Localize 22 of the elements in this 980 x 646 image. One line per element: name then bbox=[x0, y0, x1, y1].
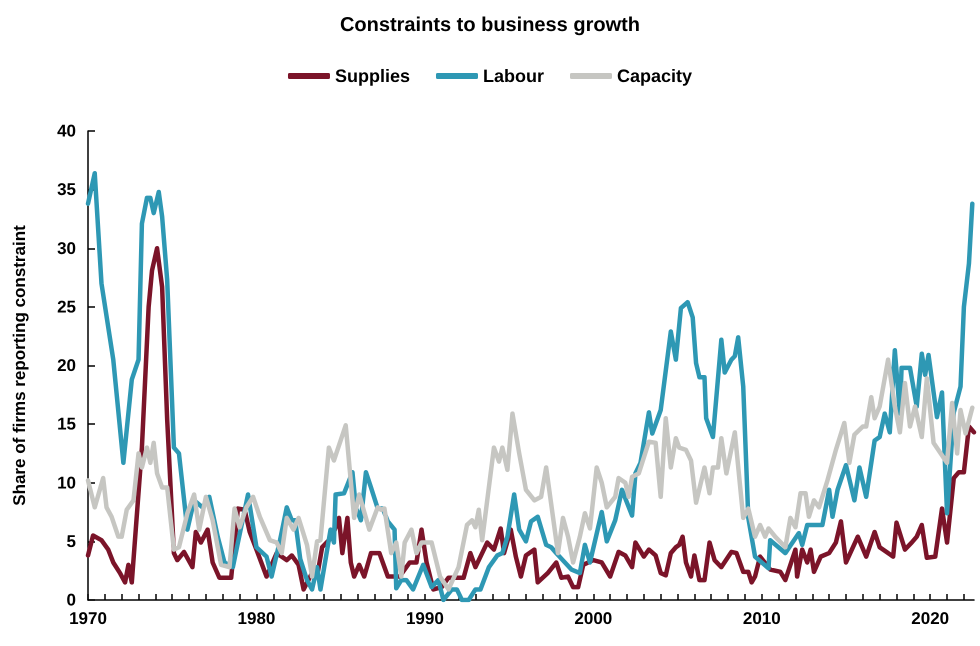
y-tick-label: 30 bbox=[57, 238, 76, 258]
line-series bbox=[86, 357, 975, 592]
line-series bbox=[86, 246, 976, 592]
x-tick-label: 2020 bbox=[911, 609, 950, 628]
y-tick-label: 40 bbox=[57, 122, 76, 140]
legend-label: Labour bbox=[482, 66, 544, 86]
chart-title: Constraints to business growth bbox=[340, 14, 640, 36]
legend-label: Supplies bbox=[334, 66, 410, 86]
y-tick-label: 25 bbox=[57, 297, 76, 316]
x-tick-label: 1980 bbox=[238, 609, 276, 628]
x-tick-label: 2000 bbox=[574, 609, 612, 628]
y-tick-label: 5 bbox=[66, 532, 76, 551]
x-tick-label: 2010 bbox=[742, 609, 781, 628]
y-tick-label: 10 bbox=[57, 473, 76, 492]
x-tick-label: 1990 bbox=[406, 609, 444, 628]
y-tick-label: 20 bbox=[57, 356, 76, 375]
y-tick-label: 35 bbox=[57, 180, 76, 200]
y-axis-title: Share of firms reporting constraint bbox=[10, 224, 29, 506]
legend-label: Capacity bbox=[616, 66, 692, 86]
x-tick-label: 1970 bbox=[69, 609, 107, 628]
y-tick-label: 0 bbox=[66, 590, 76, 610]
y-tick-label: 15 bbox=[57, 414, 76, 434]
